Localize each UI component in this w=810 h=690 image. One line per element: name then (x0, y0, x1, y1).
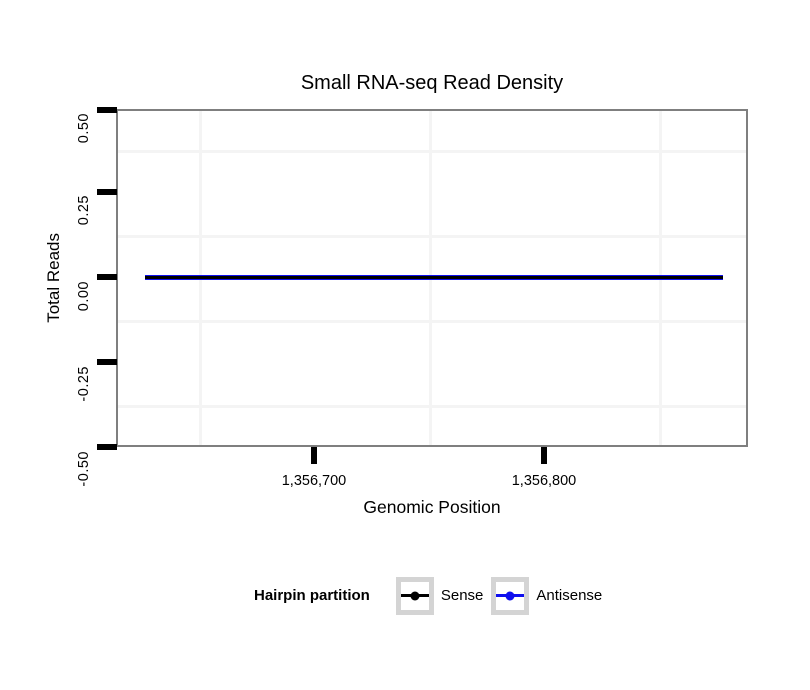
y-axis-tick (97, 444, 117, 450)
plot-panel (116, 109, 748, 447)
y-axis-tick (97, 189, 117, 195)
minor-gridline-horizontal (118, 405, 746, 408)
legend-label-sense: Sense (440, 587, 484, 604)
y-axis-title-box: Total Reads (44, 222, 64, 334)
x-tick-label: 1,356,700 (281, 473, 347, 489)
x-axis-title: Genomic Position (363, 497, 501, 517)
y-tick-label: 0.50 (76, 113, 92, 144)
y-axis-title: Total Reads (44, 233, 63, 323)
chart-title: Small RNA-seq Read Density (300, 72, 564, 94)
legend-key-sense (395, 576, 434, 615)
sense-point-icon (410, 591, 420, 600)
x-axis-tick (311, 447, 317, 464)
y-axis-tick (97, 107, 117, 113)
y-axis-tick (97, 274, 117, 280)
antisense-point-icon (505, 591, 515, 600)
legend-label-antisense: Antisense (536, 587, 603, 604)
legend-title: Hairpin partition (254, 587, 370, 604)
minor-gridline-horizontal (118, 150, 746, 153)
x-tick-label: 1,356,800 (511, 473, 577, 489)
y-tick-label: 0.00 (76, 281, 92, 312)
y-tick-label: -0.50 (76, 451, 92, 487)
y-tick-label: -0.25 (76, 366, 92, 402)
x-axis-tick (541, 447, 547, 464)
y-tick-label: 0.25 (76, 195, 92, 226)
sense-series-line (145, 276, 723, 279)
minor-gridline-horizontal (118, 235, 746, 238)
minor-gridline-horizontal (118, 320, 746, 323)
y-axis-tick (97, 359, 117, 365)
legend: Hairpin partition Sense Antisense (254, 575, 610, 616)
legend-key-antisense (491, 576, 530, 615)
